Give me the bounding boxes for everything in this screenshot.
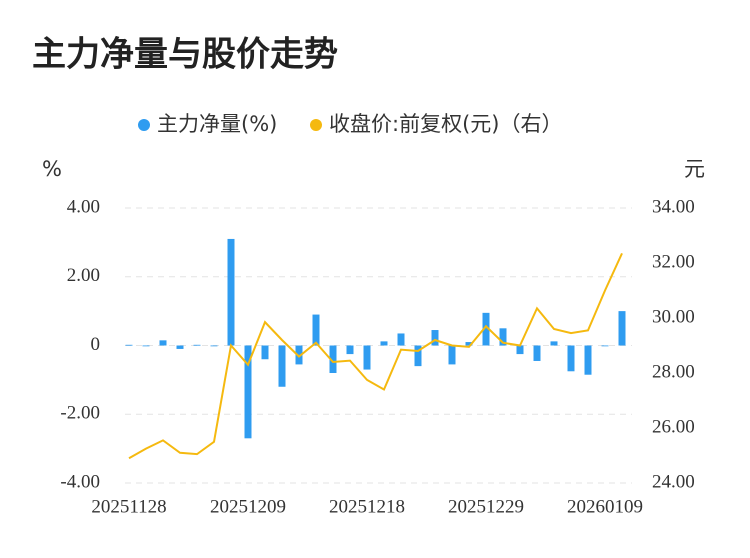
bar	[397, 333, 405, 346]
bar	[465, 342, 473, 346]
bar	[261, 345, 269, 360]
bar	[482, 312, 490, 346]
bar	[584, 345, 592, 375]
price-line	[128, 252, 623, 460]
y2-tick-label: 28.00	[652, 361, 695, 382]
x-tick-label: 20260109	[567, 496, 643, 517]
bar	[601, 345, 609, 347]
bar	[448, 345, 456, 365]
bar	[295, 345, 303, 365]
y-tick-label: -4.00	[60, 471, 100, 492]
x-tick-label: 20251209	[210, 496, 286, 517]
legend-label[interactable]: 主力净量(%)	[157, 112, 277, 136]
bar	[142, 345, 150, 347]
y-unit: %	[42, 157, 62, 181]
legend-marker	[138, 119, 150, 131]
bar	[193, 344, 201, 346]
y2-tick-label: 30.00	[652, 306, 695, 327]
bar	[346, 345, 354, 355]
y2-unit: 元	[684, 157, 705, 181]
bar	[363, 345, 371, 370]
legend-marker	[310, 119, 322, 131]
bar	[618, 311, 626, 346]
y-tick-label: 0	[91, 334, 101, 355]
y-tick-label: 4.00	[67, 196, 100, 217]
y-tick-label: -2.00	[60, 403, 100, 424]
bar	[414, 345, 422, 367]
bar	[533, 345, 541, 361]
bar	[176, 345, 184, 349]
y2-tick-label: 32.00	[652, 251, 695, 272]
x-tick-label: 20251229	[448, 496, 524, 517]
bar	[125, 344, 133, 346]
y2-tick-label: 24.00	[652, 471, 695, 492]
x-tick-label: 20251128	[91, 496, 166, 517]
bar	[380, 341, 388, 346]
bar	[516, 345, 524, 355]
bar	[227, 238, 235, 346]
bar	[210, 345, 218, 347]
bar	[431, 330, 439, 346]
bar	[278, 345, 286, 387]
y-tick-label: 2.00	[67, 265, 100, 286]
bar	[159, 340, 167, 346]
bar	[312, 314, 320, 346]
bar	[550, 341, 558, 346]
y2-tick-label: 26.00	[652, 416, 695, 437]
legend-label[interactable]: 收盘价:前复权(元)（右）	[329, 112, 562, 136]
bar	[329, 345, 337, 373]
bar	[567, 345, 575, 372]
x-tick-label: 20251218	[329, 496, 405, 517]
bar	[244, 345, 252, 439]
chart-title: 主力净量与股价走势	[32, 35, 338, 75]
y2-tick-label: 34.00	[652, 196, 695, 217]
bar	[499, 328, 507, 346]
